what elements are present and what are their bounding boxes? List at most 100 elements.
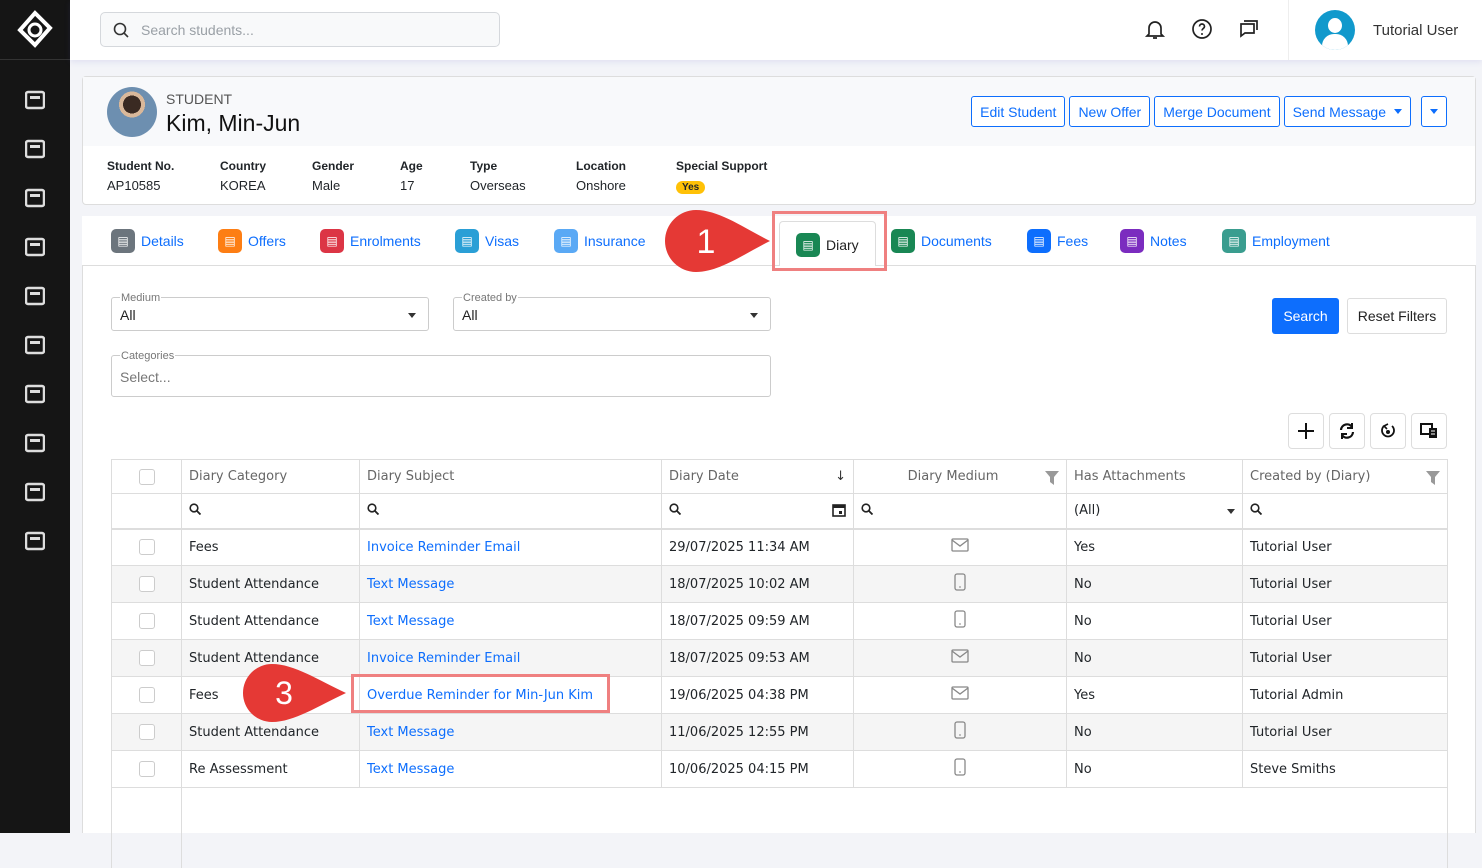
header-diary-category[interactable]: Diary Category: [181, 459, 360, 494]
categories-select[interactable]: Categories Select...: [111, 350, 771, 397]
merge-document-button[interactable]: Merge Document: [1154, 96, 1280, 127]
empty-cell: [111, 787, 182, 868]
user-menu[interactable]: Tutorial User: [1288, 0, 1458, 60]
sliders-icon[interactable]: [24, 530, 46, 552]
table-row[interactable]: Student Attendance Text Message 18/07/2025…: [111, 602, 1448, 640]
network-icon[interactable]: [24, 432, 46, 454]
help-icon[interactable]: [1190, 17, 1214, 41]
invoice-icon[interactable]: [24, 285, 46, 307]
tab-visas[interactable]: ▤ Visas: [455, 229, 519, 253]
briefcase-icon[interactable]: [24, 383, 46, 405]
tab-employment[interactable]: ▤ Employment: [1222, 229, 1330, 253]
subject-link[interactable]: Invoice Reminder Email: [367, 650, 521, 666]
created-by-cell: Tutorial User: [1242, 528, 1448, 566]
table-row[interactable]: Re Assessment Text Message 10/06/2025 04:1…: [111, 750, 1448, 788]
chat-icon[interactable]: [1237, 17, 1261, 41]
header-created-by[interactable]: Created by (Diary): [1242, 459, 1448, 494]
app-logo[interactable]: [0, 0, 70, 60]
header-diary-subject[interactable]: Diary Subject: [359, 459, 662, 494]
medium-cell: [853, 602, 1067, 640]
subject-link[interactable]: Text Message: [367, 761, 455, 777]
filter-cell: [111, 493, 182, 530]
select-all-checkbox[interactable]: [138, 468, 155, 485]
send-message-button[interactable]: Send Message: [1283, 96, 1411, 127]
copy-icon[interactable]: [24, 187, 46, 209]
email-icon: [951, 538, 969, 552]
search-input[interactable]: Search students...: [100, 12, 500, 47]
row-checkbox[interactable]: [138, 539, 155, 556]
tab-enrolments[interactable]: ▤ Enrolments: [320, 229, 421, 253]
tab-notes[interactable]: ▤ Notes: [1120, 229, 1187, 253]
attachments-filter[interactable]: (All): [1066, 493, 1243, 530]
add-button[interactable]: [1288, 413, 1324, 449]
row-select-cell: [111, 676, 182, 714]
tab-diary[interactable]: ▤ Diary: [779, 221, 876, 267]
table-row[interactable]: Student Attendance Invoice Reminder Email…: [111, 639, 1448, 677]
created-by-cell: Tutorial User: [1242, 602, 1448, 640]
created-by-select[interactable]: Created by All: [453, 292, 771, 331]
subject-link[interactable]: Invoice Reminder Email: [367, 539, 521, 555]
row-checkbox[interactable]: [138, 576, 155, 592]
category-filter[interactable]: [181, 493, 360, 530]
medium-select[interactable]: Medium All: [111, 292, 429, 331]
visas-icon: ▤: [455, 229, 479, 253]
subject-filter[interactable]: [359, 493, 662, 530]
tab-details[interactable]: ▤ Details: [111, 229, 184, 253]
diary-medium-label: Diary Medium: [907, 468, 999, 484]
bell-icon[interactable]: [1143, 17, 1167, 41]
new-offer-button[interactable]: New Offer: [1069, 96, 1151, 127]
tab-label: Employment: [1252, 233, 1330, 249]
subject-link[interactable]: Text Message: [367, 724, 455, 740]
search-icon: [189, 503, 202, 515]
row-checkbox[interactable]: [138, 761, 155, 777]
filter-icon[interactable]: [1045, 470, 1059, 485]
table-row[interactable]: Student Attendance Text Message 18/07/2025…: [111, 565, 1448, 603]
row-checkbox[interactable]: [138, 687, 155, 703]
search-icon: [367, 503, 380, 515]
tab-fees[interactable]: ▤ Fees: [1027, 229, 1088, 253]
medium-filter[interactable]: [853, 493, 1067, 530]
row-checkbox[interactable]: [138, 613, 155, 629]
date-filter[interactable]: [661, 493, 854, 530]
refresh-button[interactable]: [1329, 413, 1365, 449]
column-chooser-button[interactable]: [1411, 413, 1447, 449]
row-checkbox[interactable]: [138, 650, 155, 666]
book-icon[interactable]: [24, 334, 46, 356]
header-has-attachments[interactable]: Has Attachments: [1066, 459, 1243, 494]
building-icon[interactable]: [24, 481, 46, 503]
fact-label: Age: [400, 159, 423, 173]
send-message-label: Send Message: [1292, 103, 1386, 120]
contacts-icon[interactable]: [24, 138, 46, 160]
insurance-icon: ▤: [554, 229, 578, 253]
more-actions-button[interactable]: [1421, 96, 1447, 127]
reset-filters-button[interactable]: Reset Filters: [1347, 298, 1447, 334]
subject-link[interactable]: Text Message: [367, 613, 455, 629]
fact-value: Overseas: [470, 178, 526, 193]
categories-label: Categories: [120, 350, 176, 362]
calendar-icon[interactable]: [832, 503, 846, 517]
tab-documents[interactable]: ▤ Documents: [891, 229, 992, 253]
search-button[interactable]: Search: [1272, 298, 1339, 334]
tab-label: Documents: [921, 233, 992, 249]
subject-link[interactable]: Text Message: [367, 576, 455, 592]
dashboard-icon[interactable]: [24, 89, 46, 111]
special-support-badge: Yes: [676, 181, 706, 194]
attachments-filter-value: (All): [1074, 503, 1101, 519]
edit-student-button[interactable]: Edit Student: [971, 96, 1066, 127]
created-by-filter[interactable]: [1242, 493, 1448, 530]
header-diary-date[interactable]: Diary Date ↓: [661, 459, 854, 494]
header-diary-medium[interactable]: Diary Medium: [853, 459, 1067, 494]
table-row[interactable]: Student Attendance Text Message 11/06/2025…: [111, 713, 1448, 751]
user-avatar: [1315, 10, 1355, 50]
subject-link[interactable]: Overdue Reminder for Min-Jun Kim: [367, 687, 594, 703]
filter-icon[interactable]: [1426, 470, 1440, 485]
table-row[interactable]: Fees Invoice Reminder Email 29/07/2025 11:…: [111, 528, 1448, 566]
layout-icon[interactable]: [24, 236, 46, 258]
reset-layout-button[interactable]: [1370, 413, 1406, 449]
tab-offers[interactable]: ▤ Offers: [218, 229, 286, 253]
fact-value: Onshore: [576, 178, 626, 193]
attachments-cell: No: [1066, 565, 1243, 603]
row-checkbox[interactable]: [138, 724, 155, 740]
tab-insurance[interactable]: ▤ Insurance: [554, 229, 645, 253]
fact-value: KOREA: [220, 178, 266, 193]
